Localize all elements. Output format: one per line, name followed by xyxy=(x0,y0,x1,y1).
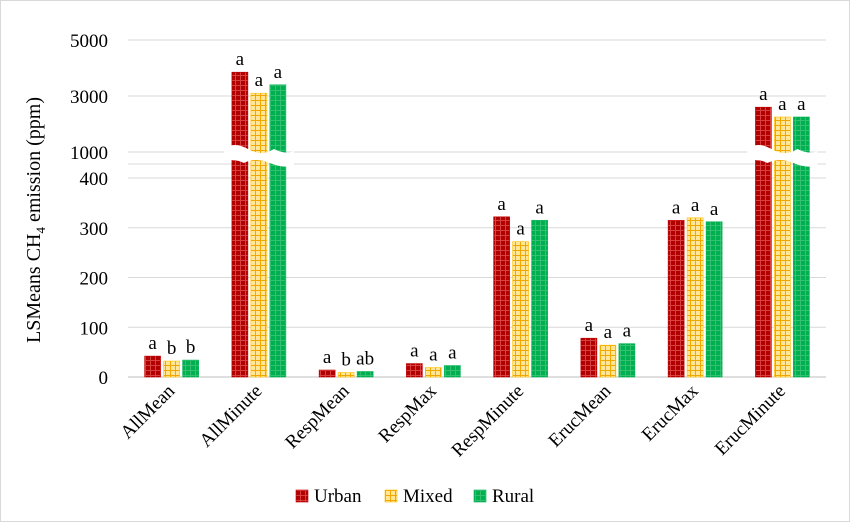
significance-label: a xyxy=(148,333,157,354)
y-tick-label: 100 xyxy=(80,318,109,339)
bar-urban xyxy=(231,71,249,378)
significance-label: a xyxy=(623,321,632,342)
x-tick-label: RespMinute xyxy=(448,381,529,462)
significance-label: a xyxy=(691,195,700,216)
significance-label: a xyxy=(778,94,787,115)
x-tick-label: AllMinute xyxy=(196,381,267,452)
significance-label: a xyxy=(429,345,438,366)
significance-label: a xyxy=(516,219,525,240)
bar-mixed xyxy=(774,116,791,378)
bar-mixed xyxy=(512,241,529,378)
bar-mixed xyxy=(250,92,268,378)
legend-swatch-rural xyxy=(473,489,487,503)
legend-label: Mixed xyxy=(403,486,453,507)
significance-label: b xyxy=(341,350,351,371)
significance-label: ab xyxy=(356,349,374,370)
significance-label: a xyxy=(585,315,594,336)
x-tick-label: RespMax xyxy=(375,380,442,447)
x-tick-label: RespMean xyxy=(281,380,354,453)
y-tick-label: 1000 xyxy=(70,143,108,164)
x-tick-label: ErucMax xyxy=(638,380,703,445)
significance-label: a xyxy=(255,70,264,91)
bar-rural xyxy=(531,219,548,378)
axis-breaks xyxy=(223,145,818,167)
bar-urban xyxy=(406,363,423,378)
y-axis-label-prefix: LSMeans CH xyxy=(23,234,45,343)
significance-label: a xyxy=(797,94,806,115)
significance-label: a xyxy=(535,197,544,218)
significance-label: a xyxy=(710,199,719,220)
bar-urban xyxy=(667,219,685,378)
y-tick-label: 5000 xyxy=(70,31,108,52)
y-axis-label: LSMeans CH4 emission (ppm) xyxy=(23,97,48,343)
bars xyxy=(144,71,810,378)
x-tick-label: AllMean xyxy=(117,380,180,443)
legend-swatch-mixed xyxy=(384,489,398,503)
bar-rural xyxy=(793,116,810,378)
y-tick-label: 0 xyxy=(99,368,109,389)
bar-mixed xyxy=(599,344,617,378)
significance-label: a xyxy=(448,343,457,364)
legend-swatch-urban xyxy=(295,489,309,503)
y-tick-label: 300 xyxy=(80,219,109,240)
significance-label: a xyxy=(672,197,681,218)
x-axis-categories: AllMean AllMinute RespMean RespMax RespMinut… xyxy=(117,380,790,461)
bar-urban xyxy=(144,355,161,378)
legend-label: Rural xyxy=(492,486,534,507)
bar-mixed xyxy=(425,367,442,378)
x-tick-label: ErucMean xyxy=(545,380,616,451)
bar-rural xyxy=(182,359,199,378)
legend-label: Urban xyxy=(314,486,362,507)
axis-break-mark xyxy=(747,145,818,167)
axis-break-mark xyxy=(223,145,294,167)
bar-urban xyxy=(493,216,510,378)
y-axis-label-subscript: 4 xyxy=(33,227,48,234)
bar-rural xyxy=(356,371,374,378)
y-tick-label: 3000 xyxy=(70,87,108,108)
bar-urban xyxy=(580,337,598,378)
significance-label: a xyxy=(604,322,613,343)
bar-mixed xyxy=(686,217,704,378)
significance-label: a xyxy=(274,62,283,83)
significance-label: a xyxy=(236,49,245,70)
y-tick-label: 200 xyxy=(80,269,109,290)
bar-urban xyxy=(755,106,772,378)
y-tick-label: 400 xyxy=(80,169,109,190)
bar-rural xyxy=(269,84,287,378)
significance-label: a xyxy=(497,194,506,215)
significance-label: a xyxy=(410,341,419,362)
bar-rural xyxy=(705,221,723,378)
y-axis-label-suffix: emission (ppm) xyxy=(23,97,45,227)
y-axis-ticks: 0 100 200 300 400 5000 3000 1000 xyxy=(70,31,108,389)
bar-urban xyxy=(318,369,336,378)
significance-label: a xyxy=(323,347,332,368)
bar-mixed xyxy=(337,372,355,378)
bar-rural xyxy=(444,365,461,378)
significance-label: a xyxy=(759,84,768,105)
bar-mixed xyxy=(163,360,180,378)
significance-label: b xyxy=(186,337,196,358)
legend: Urban Mixed Rural xyxy=(295,486,534,507)
x-tick-label: ErucMinute xyxy=(711,381,790,460)
significance-label: b xyxy=(167,338,177,359)
bar-rural xyxy=(618,343,636,378)
